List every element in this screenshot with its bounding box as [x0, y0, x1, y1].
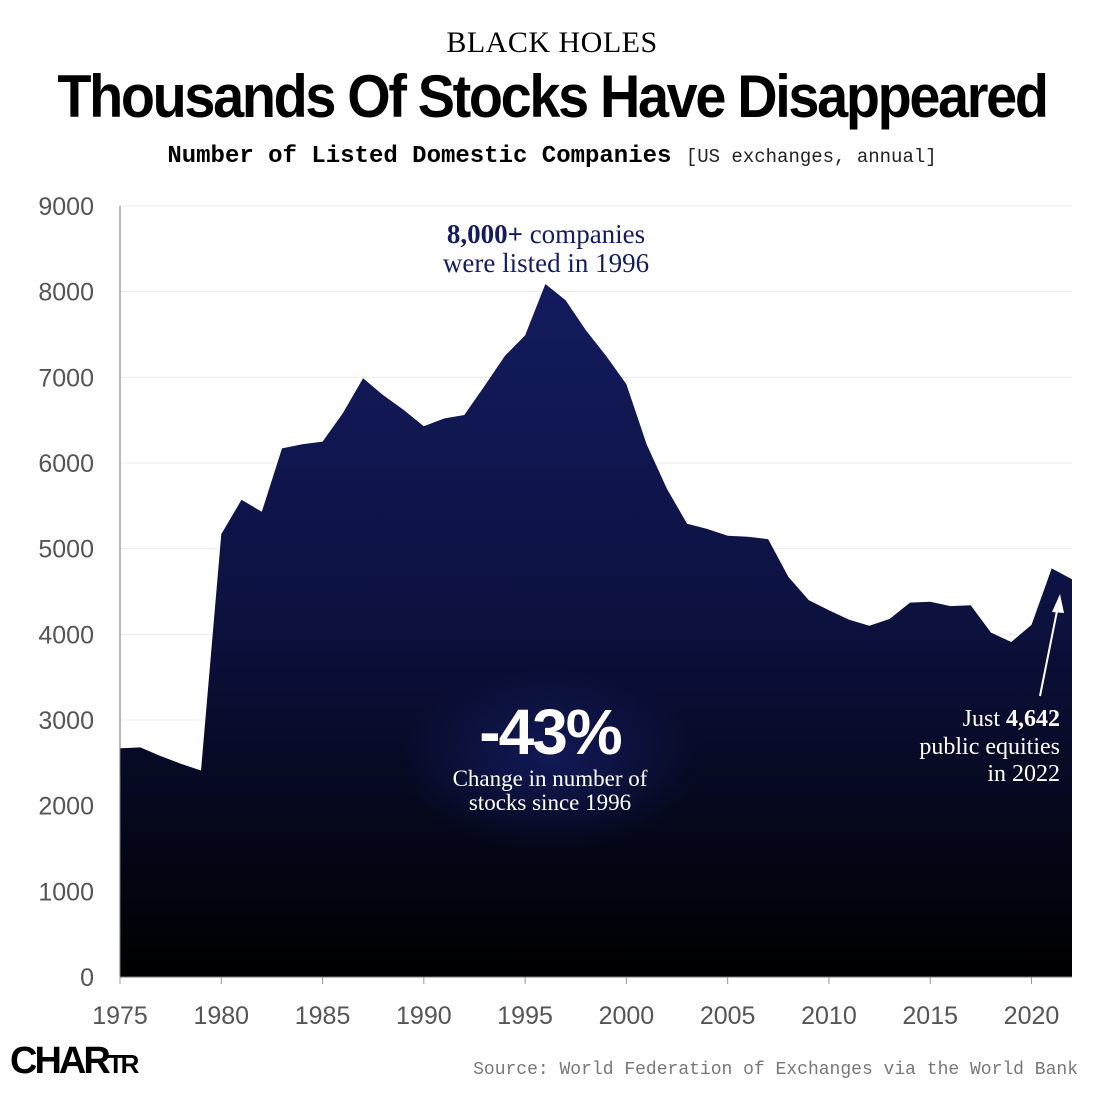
change-label-line1: Change in number of [453, 766, 648, 791]
change-label-line2: stocks since 1996 [469, 790, 631, 815]
svg-text:Just 4,642: Just 4,642 [963, 706, 1060, 732]
end-annotation: Just 4,642 public equities in 2022 [919, 706, 1060, 787]
end-annotation-pre: Just [963, 706, 1006, 732]
y-tick-label: 0 [80, 964, 94, 992]
peak-annotation-line2: were listed in 1996 [443, 248, 649, 278]
y-tick-label: 6000 [38, 450, 94, 478]
change-value: -43% [479, 696, 622, 768]
source-note: Source: World Federation of Exchanges vi… [473, 1060, 1078, 1080]
end-annotation-value: 4,642 [1006, 706, 1060, 732]
x-tick-label: 1975 [92, 1002, 148, 1030]
subtitle-main: Number of Listed Domestic Companies [167, 143, 672, 170]
y-tick-label: 1000 [38, 878, 94, 906]
x-tick-label: 1980 [193, 1002, 249, 1030]
end-annotation-line2: public equities [919, 734, 1060, 760]
peak-annotation: 8,000+ companies were listed in 1996 [443, 219, 649, 278]
axes: 0 1000 2000 3000 4000 5000 6000 7000 8000 9000 197… [38, 193, 1072, 1030]
change-annotation: -43% Change in number of stocks since 19… [453, 696, 648, 815]
peak-annotation-number: 8,000+ [447, 219, 523, 249]
chart-title: Thousands Of Stocks Have Disappeared [57, 63, 1049, 130]
y-tick-label: 8000 [38, 279, 94, 307]
peak-annotation-rest: companies [523, 219, 645, 249]
x-tick-label: 2015 [902, 1002, 958, 1030]
chart-subtitle: Number of Listed Domestic Companies [US … [0, 143, 1104, 170]
x-tick-label: 2005 [700, 1002, 756, 1030]
logo-main: CHAR [10, 1040, 111, 1082]
x-tick-label: 2010 [801, 1002, 857, 1030]
y-tick-label: 3000 [38, 707, 94, 735]
chart-kicker: BLACK HOLES [446, 26, 658, 59]
x-tick-label: 1985 [295, 1002, 351, 1030]
y-tick-label: 4000 [38, 621, 94, 649]
y-tick-label: 7000 [38, 364, 94, 392]
chartr-logo: CHARTR [10, 1040, 140, 1083]
subtitle-note: [US exchanges, annual] [685, 146, 937, 168]
svg-text:8,000+ companies: 8,000+ companies [447, 219, 645, 249]
x-tick-label: 2000 [599, 1002, 655, 1030]
y-tick-label: 9000 [38, 193, 94, 221]
series-area [120, 284, 1072, 977]
x-tick-label: 1995 [497, 1002, 553, 1030]
y-tick-label: 5000 [38, 536, 94, 564]
logo-small: TR [107, 1049, 140, 1079]
x-tick-label: 1990 [396, 1002, 452, 1030]
x-tick-label: 2020 [1004, 1002, 1060, 1030]
end-annotation-line3: in 2022 [987, 761, 1060, 787]
series-area-fill [120, 284, 1072, 977]
end-annotation-arrow [1039, 594, 1064, 697]
y-tick-label: 2000 [38, 793, 94, 821]
change-glow [400, 670, 700, 850]
